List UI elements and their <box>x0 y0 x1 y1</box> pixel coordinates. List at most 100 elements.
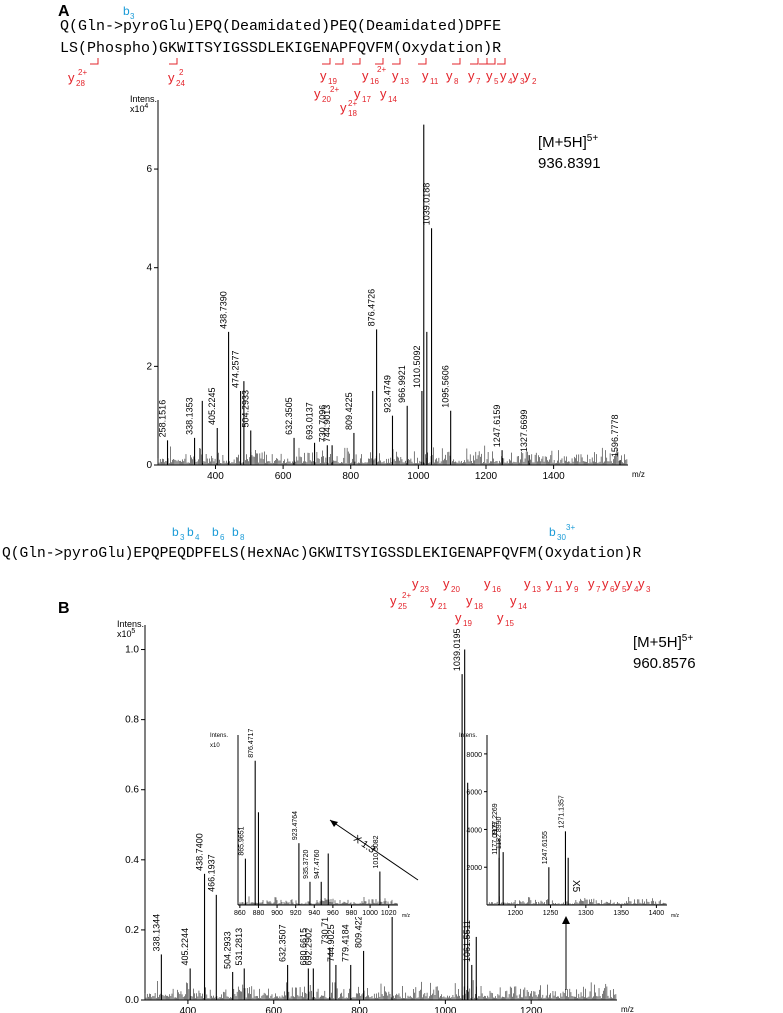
spectrumB-ytick-label: 0.0 <box>125 995 139 1006</box>
zoom-label-2: X5 <box>570 880 581 893</box>
inset2-ytick-label: 8000 <box>466 752 482 759</box>
inset1-xtick-label: 940 <box>308 910 320 917</box>
inset2-peak-label: 1247.6155 <box>542 831 549 864</box>
spectrumA-ytick-label: 2 <box>146 361 152 372</box>
spectrumB-peak-label: 531.2813 <box>234 928 244 966</box>
inset2-ytick-label: 6000 <box>466 790 482 797</box>
spectrumB-peak-label: 1061.5511 <box>462 920 472 962</box>
panel-a-precursor-charge: 5+ <box>586 133 599 144</box>
panel-b-sequence: Q(Gln->pyroGlu)EPQPEQDPFELS(HexNAc)GKWIT… <box>2 546 642 562</box>
spectrumA-peak-label: 923.4749 <box>382 375 392 413</box>
zoom-arrow-1 <box>329 819 419 881</box>
inset1-peak-label: 923.4764 <box>292 811 299 840</box>
inset2-peak-label: 1177.0909 <box>492 822 499 855</box>
spectrumB-peak-label: 438.7400 <box>195 833 205 871</box>
panel-a-letter: A <box>58 3 70 20</box>
spectrumA-ytick-label: 0 <box>146 460 152 471</box>
spectrumB-peak-label: 504.2933 <box>223 931 233 969</box>
spectrumB-ylabel: Intens. <box>117 619 144 629</box>
spectrumA-ylabel: Intens. <box>130 94 157 104</box>
spectrumA-peak-label: 1327.6699 <box>519 410 529 453</box>
inset2-xtick-label: 1250 <box>543 910 559 917</box>
spectrumB-xtick-label: 1000 <box>434 1006 457 1013</box>
inset1-xtick-label: 1020 <box>381 910 397 917</box>
panel-b-precursor: [M+5H]5+ 960.8576 <box>633 628 696 674</box>
spectrumA-peak-label: 632.3505 <box>284 397 294 435</box>
inset2-peak-label: 1271.1357 <box>558 795 565 828</box>
panel-a-sequence-line2: LS(Phospho)GKWITSYIGSSDLEKIGENAPFQVFM(Ox… <box>60 40 502 57</box>
spectrumB-peak-label: 779.4184 <box>341 924 351 962</box>
spectrumA-peak-label: 405.2245 <box>207 387 217 425</box>
spectrumB-peak-label: 809.4227 <box>354 910 364 948</box>
spectrumB-xtick-label: 400 <box>180 1006 197 1013</box>
spectrumA-peak-label: 809.4225 <box>344 392 354 430</box>
inset2-xtick-label: 1300 <box>578 910 594 917</box>
zoom-arrow-2-head <box>562 916 570 924</box>
spectrumA-xtick-label: 1000 <box>407 471 430 482</box>
spectrumA-xtick-label: 800 <box>342 471 359 482</box>
spectrumA-peak-label: 744.9013 <box>322 405 332 443</box>
spectrumA-peak-label: 504.2933 <box>241 390 251 428</box>
inset2-bg <box>481 733 673 917</box>
spectrumA-xtick-label: 400 <box>207 471 224 482</box>
inset1-peak-label: 947.4760 <box>314 850 321 879</box>
inset1-xtick-label: 860 <box>234 910 246 917</box>
inset2-peak-label: 1177.2269 <box>492 803 499 836</box>
zoom-arrow-1-head <box>330 820 338 827</box>
inset1-xtick-label: 900 <box>271 910 283 917</box>
spectrumB-ytick-label: 0.8 <box>125 715 139 726</box>
inset1-group: Intens. x10 m/z 860 880 900 920 940 960 980 1000 10… <box>210 728 411 919</box>
inset1-peak-label: 935.3720 <box>303 850 310 879</box>
spectrumA-peak-label: 474.2577 <box>231 350 241 388</box>
panel-a-precursor-mz: 936.8391 <box>538 155 601 172</box>
inset2-ytick-label: 2000 <box>466 865 482 872</box>
inset1-xtick-label: 920 <box>290 910 302 917</box>
inset1-yscale: x10 <box>210 743 220 749</box>
spectrumA-xtick-label: 1400 <box>542 471 565 482</box>
spectrumA-xtick-label: 600 <box>275 471 292 482</box>
spectrumB-ytick-label: 0.6 <box>125 785 139 796</box>
spectrumB-yscale: x10 <box>117 629 132 639</box>
spectrumB-peak-label: 405.2244 <box>180 928 190 966</box>
inset2-peak-label: 1182.8990 <box>496 816 503 849</box>
inset1-bg <box>232 733 404 917</box>
spectrumB-ytick-label: 0.4 <box>125 855 139 866</box>
panel-b-precursor-mz: 960.8576 <box>633 655 696 672</box>
spectrumB-peak-label: 692.2902 <box>303 928 313 966</box>
inset1-peak-label: 865.9651 <box>238 826 245 855</box>
panel-a-sequence-line1: Q(Gln->pyroGlu)EPQ(Deamidated)PEQ(Deamid… <box>60 18 502 35</box>
spectrumA-xlabel: m/z <box>632 470 645 479</box>
spectrumA-xtick-label: 1200 <box>475 471 498 482</box>
spectrumA-peak-label: 1010.5092 <box>412 345 422 388</box>
inset1-ylabel: Intens. <box>210 733 228 739</box>
panel-a-precursor: [M+5H]5+ 936.8391 <box>538 128 601 174</box>
spectrumA-ytick-label: 4 <box>146 263 152 274</box>
inset2-xtick-label: 1400 <box>649 910 665 917</box>
spectrumB-xtick-label: 800 <box>351 1006 368 1013</box>
spectrumB-peak-label: 338.1344 <box>151 914 161 952</box>
spectrumB-ytick-label: 1.0 <box>125 645 139 656</box>
panel-b-letter: B <box>58 600 70 617</box>
spectrumA-peak-label: 693.0137 <box>305 402 315 440</box>
spectrumA-peak-label: 1596.7778 <box>610 415 620 458</box>
inset2-xtick-label: 1350 <box>613 910 629 917</box>
spectrumB-peak-label: 1039.0195 <box>452 629 462 672</box>
spectrumA-peak-label: 876.4726 <box>367 289 377 327</box>
inset1-xtick-label: 980 <box>346 910 358 917</box>
spectrumB-peak-label: 466.1937 <box>206 854 216 892</box>
inset2-group: Intens. m/z 1200 1250 1300 1350 1400 2000 4000 60… <box>459 733 680 919</box>
spectrumB-xtick-label: 600 <box>265 1006 282 1013</box>
spectrumA-peak-label: 438.7390 <box>219 291 229 329</box>
inset1-xlabel: m/z <box>402 913 411 919</box>
spectrumA-peak-label: 966.9921 <box>397 365 407 403</box>
panel-b-precursor-ion: [M+5H] <box>633 634 682 651</box>
spectrumA-yscale-exp: 4 <box>144 103 148 110</box>
spectrumB-xlabel: m/z <box>621 1005 634 1013</box>
spectrumA-peak-label: 1247.6159 <box>492 405 502 448</box>
panel-a-precursor-ion: [M+5H] <box>538 134 587 151</box>
spectrumB-xtick-label: 1200 <box>520 1006 543 1013</box>
spectrumA-peak-label: 1095.5606 <box>441 365 451 408</box>
